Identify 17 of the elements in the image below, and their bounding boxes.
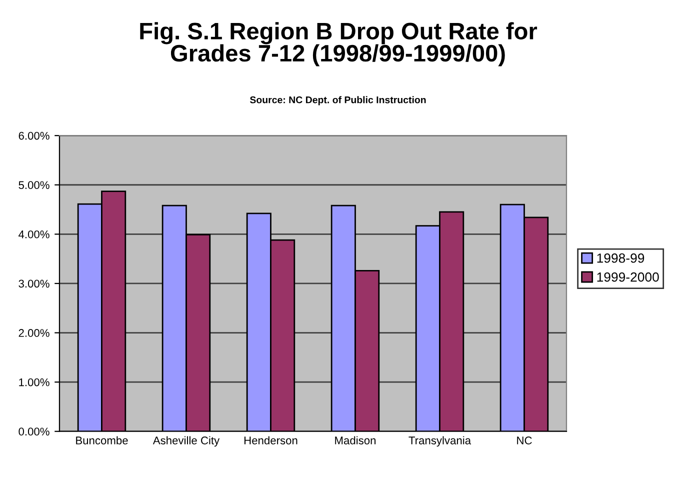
y-tick-label: 4.00% bbox=[18, 230, 50, 238]
chart-subtitle: Source: NC Dept. of Public Instruction bbox=[250, 96, 426, 106]
chart-title: Fig. S.1 Region B Drop Out Rate for Grades 7-12 (1998/99-1999/00) bbox=[140, 22, 538, 66]
y-tick-label: 3.00% bbox=[18, 280, 50, 288]
legend-label: 1999-2000 bbox=[597, 272, 659, 282]
x-tick-label: Henderson bbox=[244, 436, 298, 444]
legend-label: 1998-99 bbox=[597, 253, 644, 263]
y-tick-label: 0.00% bbox=[18, 428, 50, 436]
y-tick-label: 2.00% bbox=[18, 329, 50, 337]
y-tick-label: 6.00% bbox=[18, 132, 50, 140]
y-tick-label: 1.00% bbox=[19, 378, 50, 386]
x-tick-label: Buncombe bbox=[76, 436, 128, 444]
x-tick-label: Asheville City bbox=[152, 436, 220, 447]
y-tick-label: 5.00% bbox=[18, 181, 50, 190]
x-tick-label: Transylvania bbox=[408, 436, 472, 447]
x-tick-label: Madison bbox=[335, 436, 376, 444]
x-tick-label: NC bbox=[517, 436, 532, 444]
